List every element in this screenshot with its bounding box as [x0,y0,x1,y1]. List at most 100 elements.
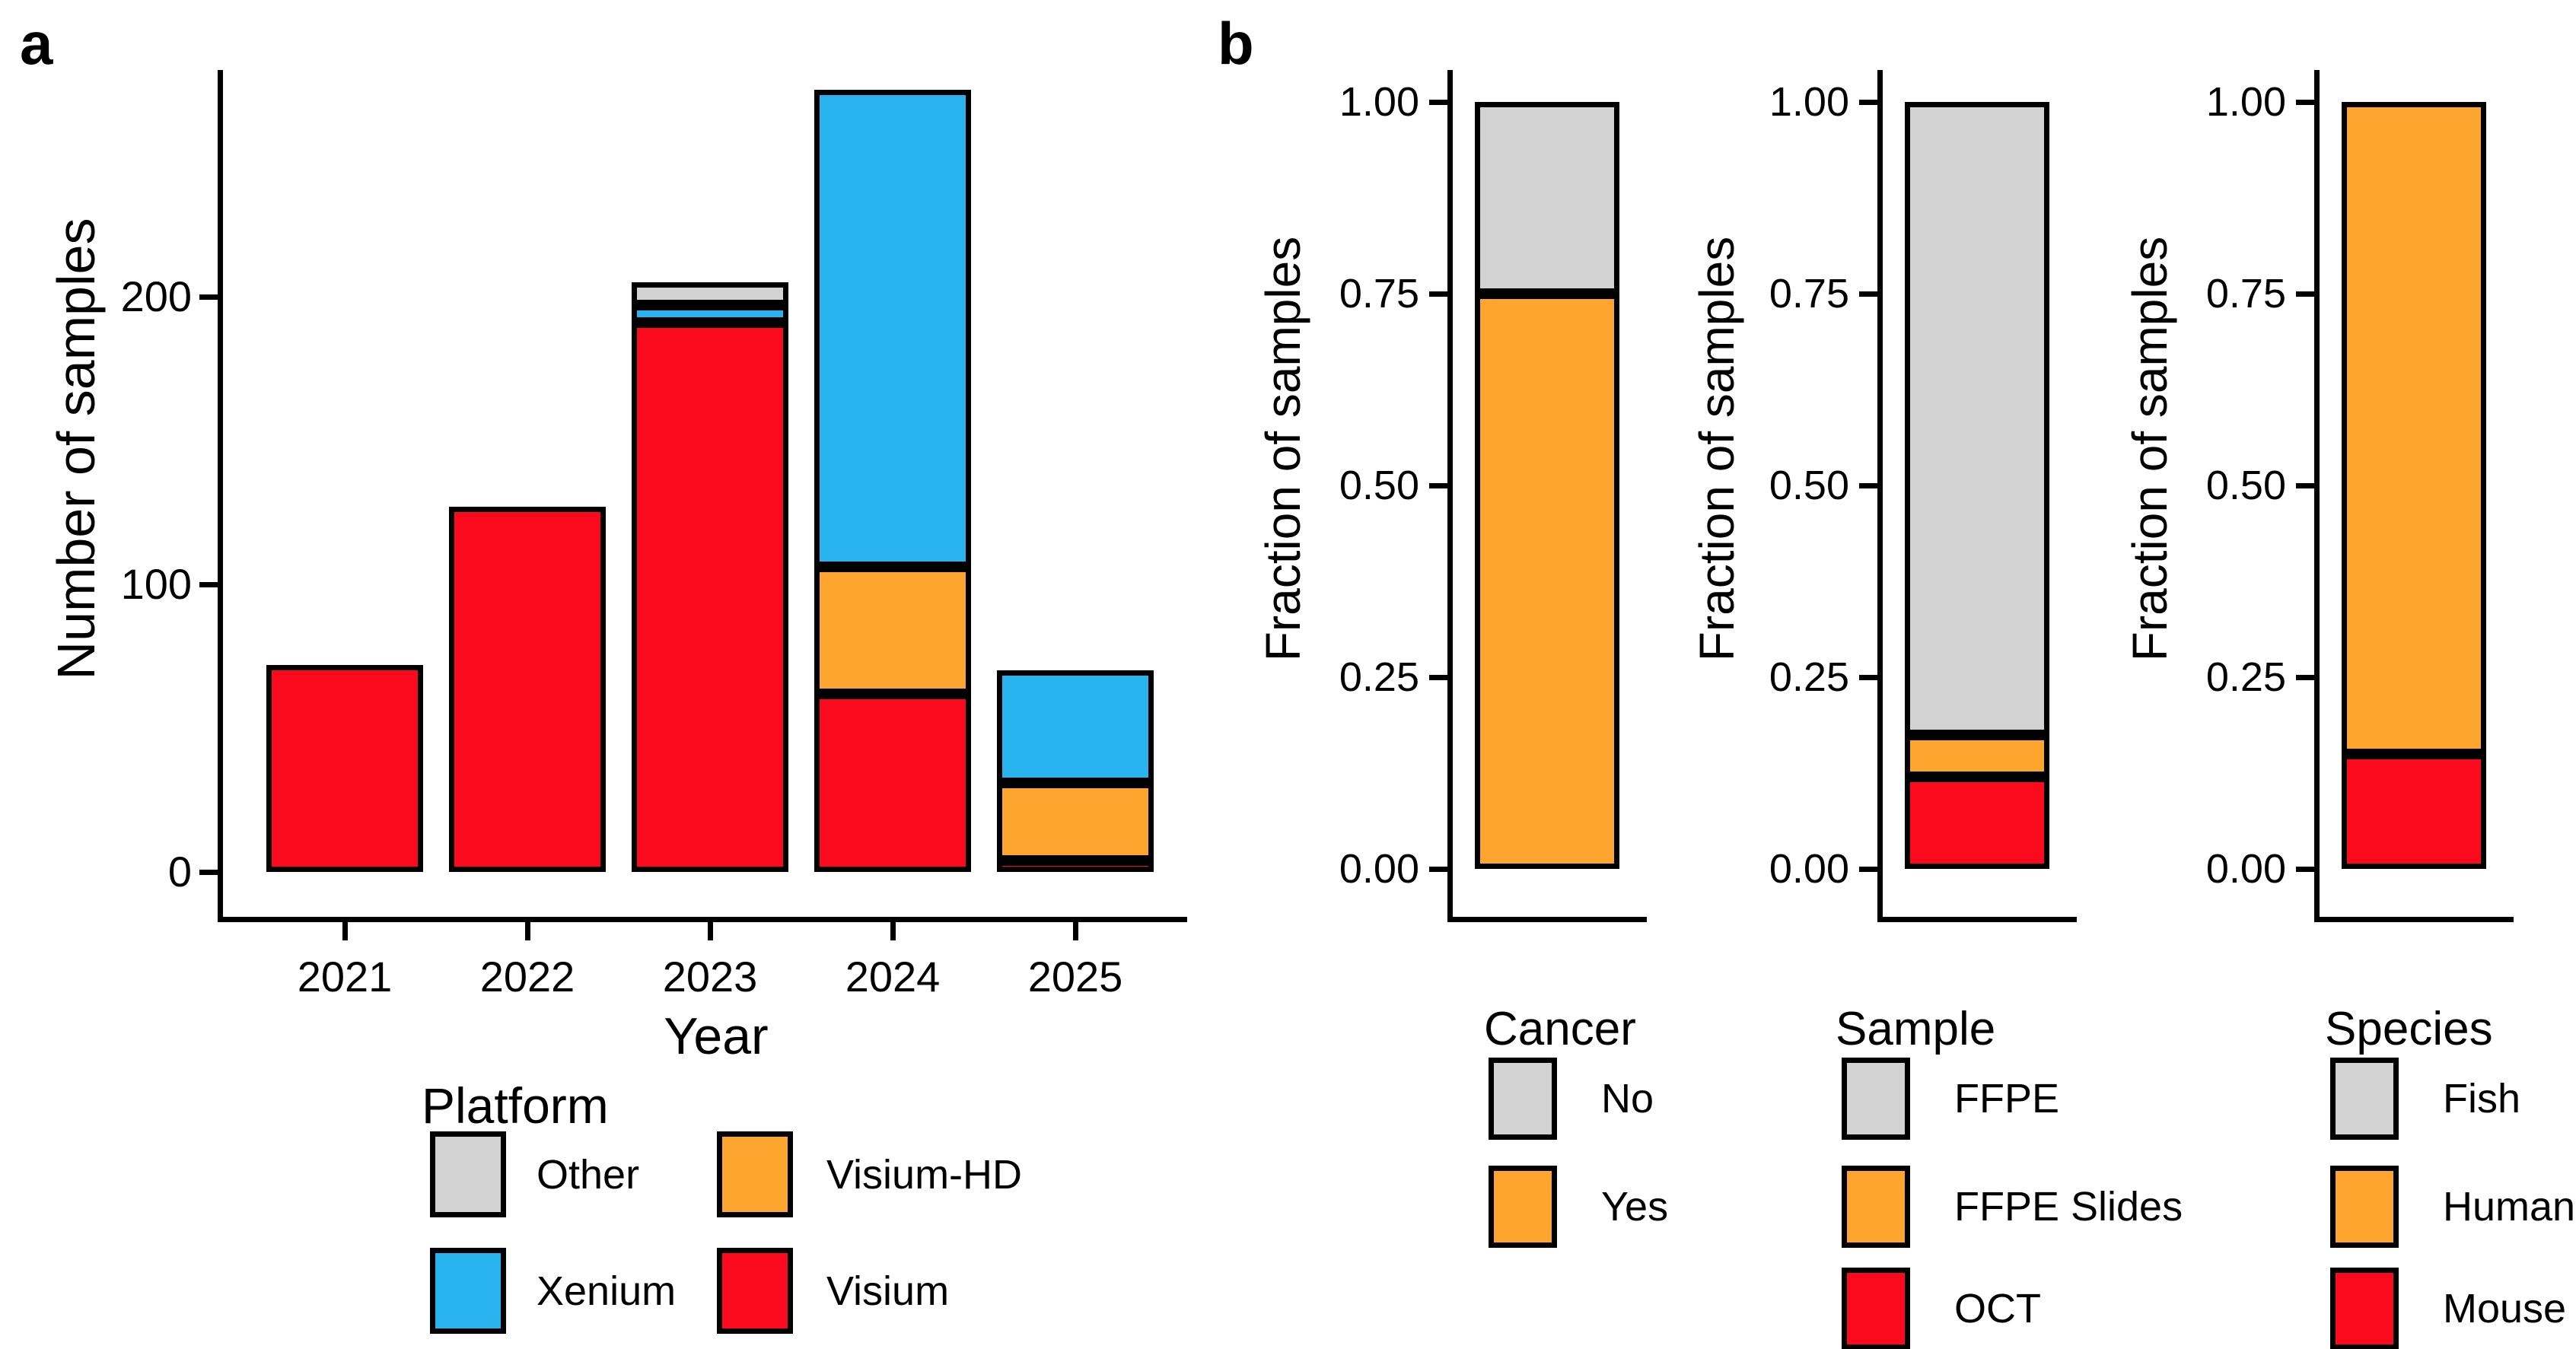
sample-y-tick-label: 0.00 [1769,846,1849,892]
platform-legend-label-xenium: Xenium [537,1268,677,1314]
cancer-legend-label-no: No [1601,1076,1654,1122]
bar-segment-2024-visium-hd [814,567,971,694]
species-legend-label-fish: Fish [2443,1076,2521,1122]
species-y-tick-mark [2296,867,2314,872]
sample-legend-label-ffpe: FFPE [1954,1076,2060,1122]
cancer-y-tick-label: 1.00 [1339,79,1419,125]
species-legend-title: Species [2325,1003,2493,1055]
bar-segment-2021-visium [266,664,423,872]
panel-a-y-tick-label: 200 [120,272,192,320]
species-x-axis-line [2314,917,2514,922]
sample-x-axis-line [1877,917,2077,922]
sample-y-tick-mark [1859,483,1877,488]
sample-legend-label-ffpe-slides: FFPE Slides [1954,1184,2183,1230]
bar-segment-2025-visium [997,860,1154,872]
sample-y-tick-label: 0.25 [1769,654,1849,700]
sample-y-tick-label: 0.50 [1769,463,1849,508]
cancer-y-tick-mark [1429,100,1447,105]
platform-legend-label-visium-hd: Visium-HD [826,1151,1023,1198]
species-legend-swatch-fish [2330,1058,2399,1140]
sample-legend-label-oct: OCT [1954,1286,2041,1332]
bar-segment-sample-oct [1905,777,2049,869]
platform-legend-label-visium: Visium [826,1268,950,1314]
sample-y-tick-mark [1859,675,1877,680]
sample-y-tick-label: 1.00 [1769,79,1849,125]
cancer-y-tick-label: 0.00 [1339,846,1419,892]
panel-a-x-tick-mark [525,922,530,940]
cancer-y-tick-mark [1429,675,1447,680]
panel-a-x-axis-title: Year [664,1007,769,1065]
panel-a-x-tick-label-2025: 2025 [1027,953,1123,1001]
panel-a-y-tick-label: 0 [167,848,192,896]
cancer-legend-title: Cancer [1484,1003,1636,1055]
cancer-legend-swatch-yes [1489,1166,1557,1248]
cancer-y-tick-mark [1429,291,1447,297]
species-y-axis-line [2314,70,2320,922]
bar-segment-species-mouse [2342,753,2486,869]
sample-legend-title: Sample [1836,1003,1996,1055]
cancer-y-tick-label: 0.75 [1339,271,1419,317]
bar-segment-sample-ffpe [1905,102,2049,735]
cancer-x-axis-line [1447,917,1647,922]
panel-a-y-tick-mark [199,294,218,300]
bar-segment-2023-visium [632,323,788,872]
cancer-legend-label-yes: Yes [1601,1184,1669,1230]
species-legend-swatch-human [2330,1166,2399,1248]
platform-legend-swatch-xenium [430,1248,506,1334]
panel-a-y-tick-mark [199,582,218,587]
sample-y-tick-mark [1859,100,1877,105]
platform-legend-label-other: Other [537,1151,640,1198]
sample-plot-y-axis-title: Fraction of samples [1689,236,1744,662]
species-legend-swatch-mouse [2330,1268,2399,1349]
bar-segment-cancer-no [1475,102,1619,294]
sample-y-tick-label: 0.75 [1769,271,1849,317]
sample-legend-swatch-oct [1842,1268,1910,1349]
sample-y-axis-line [1877,70,1883,922]
panel-a-y-axis-title: Number of samples [46,218,106,680]
cancer-y-tick-label: 0.50 [1339,463,1419,508]
bar-segment-2025-xenium [997,670,1154,783]
sample-y-tick-mark [1859,291,1877,297]
species-plot-y-axis-title: Fraction of samples [2122,236,2177,662]
cancer-y-tick-mark [1429,867,1447,872]
bar-segment-2025-visium-hd [997,782,1154,861]
panel-a-x-tick-mark [342,922,348,940]
species-y-tick-label: 0.75 [2205,271,2286,317]
platform-legend-swatch-visium [717,1248,793,1334]
species-y-tick-label: 0.00 [2205,846,2286,892]
cancer-y-tick-mark [1429,483,1447,488]
panel-a-x-axis-line [218,917,1187,922]
panel-a-y-axis-line [218,70,223,922]
panel-a-x-tick-mark [1073,922,1078,940]
panel-a-letter: a [20,10,53,77]
species-y-tick-label: 1.00 [2205,79,2286,125]
bar-segment-2023-xenium [632,305,788,323]
species-legend-label-human: Human [2443,1184,2576,1230]
bar-segment-cancer-yes [1475,294,1619,869]
species-y-tick-label: 0.50 [2205,463,2286,508]
platform-legend-title: Platform [422,1077,609,1134]
bar-segment-sample-ffpe-slides [1905,734,2049,778]
species-y-tick-mark [2296,483,2314,488]
panel-b-letter: b [1218,10,1254,77]
cancer-y-tick-label: 0.25 [1339,654,1419,700]
species-y-tick-mark [2296,291,2314,297]
panel-a-y-tick-mark [199,870,218,875]
panel-a-x-tick-label-2022: 2022 [479,953,575,1001]
panel-a-x-tick-label-2023: 2023 [662,953,758,1001]
bar-segment-2023-other [632,282,788,306]
bar-segment-2024-xenium [814,89,971,568]
platform-legend-swatch-other [430,1131,506,1217]
species-y-tick-mark [2296,675,2314,680]
platform-legend-swatch-visium-hd [717,1131,793,1217]
panel-a-x-tick-mark [708,922,713,940]
sample-legend-swatch-ffpe-slides [1842,1166,1910,1248]
panel-a-x-tick-label-2024: 2024 [845,953,941,1001]
bar-segment-species-human [2342,102,2486,754]
cancer-legend-swatch-no [1489,1058,1557,1140]
sample-y-tick-mark [1859,867,1877,872]
sample-legend-swatch-ffpe [1842,1058,1910,1140]
bar-segment-2022-visium [449,506,606,872]
species-y-tick-mark [2296,100,2314,105]
